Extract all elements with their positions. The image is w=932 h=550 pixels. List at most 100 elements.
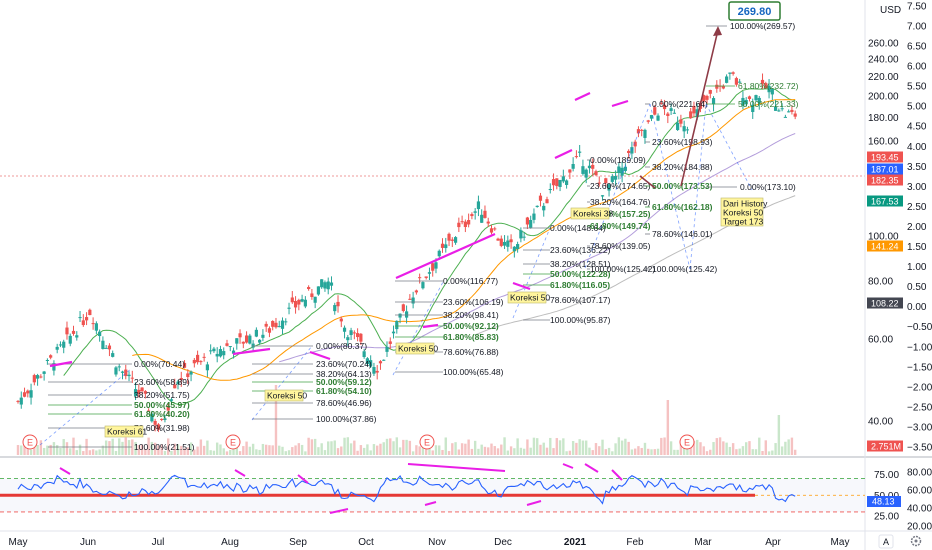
fib-level-label: 100.00%(21.51) — [134, 442, 195, 452]
volume-bar — [470, 448, 474, 455]
candle-body — [326, 281, 330, 290]
volume-bar — [444, 437, 447, 455]
volume-bar — [52, 442, 56, 455]
fib-level-label: 50.00%(221.33) — [738, 99, 799, 109]
candle-body — [277, 326, 281, 328]
trend-dashed-line — [39, 367, 133, 446]
volume-bar — [571, 441, 575, 455]
candle-body — [241, 341, 245, 344]
volume-bar — [271, 445, 274, 455]
candle-body — [715, 84, 719, 89]
annotation-note-line: Koreksi 50 — [267, 391, 307, 401]
fib-level-label: 61.80%(40.20) — [134, 409, 190, 419]
candle-body — [199, 361, 203, 363]
price-tag — [867, 163, 903, 175]
annotation-note — [570, 207, 610, 220]
volume-bar — [196, 446, 199, 455]
candle-body — [91, 323, 95, 325]
candle-body — [258, 339, 262, 343]
candle-body — [375, 370, 379, 373]
target-price-label: 269.80 — [738, 6, 772, 18]
candle-body — [274, 322, 278, 328]
candle-body — [42, 371, 46, 374]
volume-bar — [617, 437, 621, 455]
candle-body — [610, 176, 614, 182]
volume-bar — [137, 445, 141, 455]
earnings-marker[interactable] — [22, 434, 38, 450]
volume-bar — [728, 446, 732, 455]
candle-body — [421, 282, 425, 289]
price-tag — [867, 195, 903, 207]
volume-bar — [189, 442, 193, 455]
fib-level-label: 0.00%(173.10) — [740, 182, 796, 192]
earnings-marker[interactable] — [225, 434, 241, 450]
candle-body — [705, 95, 709, 100]
annotation-note-text: Koreksi 38 — [573, 209, 613, 219]
volume-bar — [88, 450, 92, 455]
divergence-stroke — [49, 360, 73, 368]
rsi-divergence-stroke — [297, 474, 309, 484]
volume-bar — [480, 444, 483, 455]
rsi-tick-label: 25.00 — [874, 512, 899, 523]
candle-body — [659, 102, 663, 104]
candle-body — [731, 72, 735, 74]
volume-bar — [460, 443, 464, 455]
volume-bar — [353, 440, 356, 455]
fib-level-label: 0.00%(80.37) — [316, 341, 367, 351]
volume-bar — [793, 449, 797, 455]
divergence-stroke — [232, 347, 271, 356]
candle-body — [382, 359, 386, 361]
candle-body — [215, 353, 219, 357]
volume-bar — [323, 450, 327, 455]
candle-body — [783, 116, 787, 118]
volume-bar — [751, 449, 754, 455]
price-tag-label: 2.751M — [871, 442, 901, 452]
volume-bar — [121, 441, 124, 455]
volume-bar — [656, 448, 660, 455]
candle-body — [342, 327, 347, 332]
volume-bar — [264, 444, 268, 455]
gear-icon[interactable] — [910, 535, 922, 547]
auto-scale-button[interactable] — [878, 534, 894, 549]
volume-bar — [745, 442, 748, 455]
candle-body — [568, 169, 572, 173]
volume-bar — [647, 448, 650, 455]
candle-body — [261, 334, 265, 338]
ma-mid-line — [132, 99, 796, 381]
volume-bar — [258, 449, 261, 455]
candle-body — [218, 349, 223, 357]
right-scale-tick: 1.50 — [907, 242, 927, 253]
volume-bar — [229, 449, 232, 455]
time-tick-label: 2021 — [564, 537, 587, 548]
volume-bar — [382, 442, 385, 455]
auto-scale-label: A — [883, 537, 889, 547]
volume-bar — [209, 450, 212, 455]
volume-bar — [777, 415, 781, 455]
candle-body — [427, 272, 432, 274]
earnings-marker[interactable] — [679, 434, 695, 450]
candle-body — [313, 296, 317, 303]
volume-bar — [310, 439, 314, 455]
volume-bar — [630, 449, 634, 455]
rsi-divergence-stroke — [407, 463, 506, 472]
candle-body — [153, 420, 157, 425]
rsi-right-tick: 40.00 — [907, 504, 932, 515]
annotation-note-text: Dari History Koreksi 50 Target 173 — [723, 199, 768, 227]
candle-body — [728, 72, 732, 74]
volume-bar — [104, 440, 108, 455]
volume-bar — [604, 449, 607, 455]
volume-bar — [526, 439, 529, 455]
candle-body — [68, 335, 72, 344]
right-scale-tick: 2.50 — [907, 202, 927, 213]
candle-body — [725, 76, 729, 83]
candle-body — [75, 335, 79, 338]
candle-body — [747, 96, 752, 99]
volume-bar — [170, 450, 173, 455]
volume-bar — [790, 437, 794, 455]
fib-level-label: 38.20%(51.75) — [134, 390, 190, 400]
time-axis[interactable]: May Jun Jul Aug Sep Oct Nov Dec 2021 Feb Mar Apr May — [9, 537, 850, 548]
trend-dashed-line — [649, 103, 691, 270]
volume-bar — [281, 446, 284, 455]
earnings-marker[interactable] — [419, 434, 435, 450]
